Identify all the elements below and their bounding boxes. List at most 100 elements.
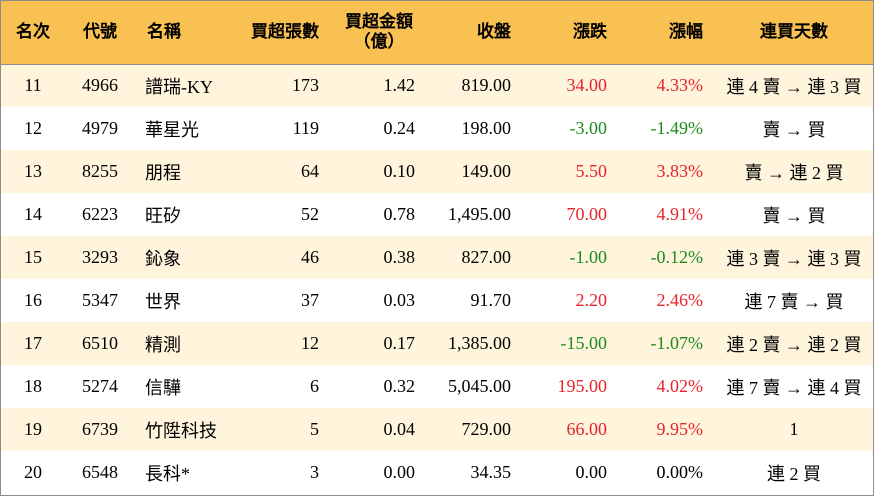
net-buy-lots-cell: 3 xyxy=(310,462,319,482)
stock-code-cell: 5347 xyxy=(82,290,118,310)
price-change-cell: 2.20 xyxy=(575,290,608,310)
table-body: 11 4966 譜瑞-KY 173 1.42 819.00 34.00 4.33… xyxy=(1,64,873,494)
net-buy-lots-cell: 6 xyxy=(310,376,319,396)
price-change-cell: -3.00 xyxy=(569,118,608,138)
stock-name-cell: 譜瑞-KY xyxy=(145,76,213,97)
rank-cell: 11 xyxy=(24,75,42,96)
change-pct-cell: 9.95% xyxy=(656,419,704,439)
consecutive-days-cell: 連 7 賣 → 連 4 買 xyxy=(726,377,862,398)
header-name: 名稱 xyxy=(135,1,235,65)
header-change-pct: 漲幅 xyxy=(619,1,715,65)
change-pct-cell: -1.07% xyxy=(650,333,704,353)
change-pct-cell: 2.46% xyxy=(656,290,704,310)
table-row: 11 4966 譜瑞-KY 173 1.42 819.00 34.00 4.33… xyxy=(1,64,873,107)
consecutive-days-cell: 賣 → 連 2 買 xyxy=(744,162,844,183)
stock-name-cell: 華星光 xyxy=(145,119,199,140)
header-consecutive-days: 連買天數 xyxy=(715,1,873,65)
change-pct-cell: -0.12% xyxy=(650,247,704,267)
consecutive-days-cell: 連 2 買 xyxy=(767,463,821,484)
price-change-cell: 195.00 xyxy=(557,376,608,396)
stock-code-cell: 6510 xyxy=(82,333,118,353)
table-row: 15 3293 鈊象 46 0.38 827.00 -1.00 -0.12% 連… xyxy=(1,236,873,279)
table-header: 名次 代號 名稱 買超張數 買超金額 （億） 收盤 漲跌 漲幅 連買天數 xyxy=(1,1,873,65)
rank-cell: 16 xyxy=(24,290,42,310)
close-price-cell: 91.70 xyxy=(470,290,512,310)
stock-name-cell: 世界 xyxy=(145,291,181,312)
net-buy-lots-cell: 119 xyxy=(292,118,319,138)
net-buy-amount-cell: 0.03 xyxy=(383,290,416,310)
price-change-cell: -1.00 xyxy=(569,247,608,267)
table-row: 17 6510 精測 12 0.17 1,385.00 -15.00 -1.07… xyxy=(1,322,873,365)
close-price-cell: 819.00 xyxy=(461,75,512,96)
stock-code-cell: 5274 xyxy=(82,376,118,396)
stock-name-cell: 竹陞科技 xyxy=(145,420,217,441)
stock-name-cell: 長科* xyxy=(145,463,190,484)
close-price-cell: 149.00 xyxy=(461,161,512,181)
stock-code-cell: 6739 xyxy=(82,419,118,439)
rank-cell: 18 xyxy=(24,376,42,396)
stock-code-cell: 4966 xyxy=(82,75,118,96)
header-net-buy-amount-line2: （億） xyxy=(353,32,405,52)
rank-cell: 12 xyxy=(24,118,42,138)
net-buy-lots-cell: 5 xyxy=(310,419,319,439)
stock-name-cell: 朋程 xyxy=(145,162,181,183)
net-buy-amount-cell: 0.04 xyxy=(383,419,416,439)
consecutive-days-cell: 連 4 賣 → 連 3 買 xyxy=(726,76,862,97)
stock-code-cell: 4979 xyxy=(82,118,118,138)
price-change-cell: 66.00 xyxy=(566,419,608,439)
price-change-cell: 34.00 xyxy=(566,75,608,96)
stock-code-cell: 3293 xyxy=(82,247,118,267)
net-buy-lots-cell: 173 xyxy=(292,75,319,96)
close-price-cell: 827.00 xyxy=(461,247,512,267)
stock-code-cell: 8255 xyxy=(82,161,118,181)
net-buy-lots-cell: 37 xyxy=(301,290,319,310)
net-buy-lots-cell: 12 xyxy=(301,333,319,353)
net-buy-lots-cell: 46 xyxy=(301,247,319,267)
rank-cell: 15 xyxy=(24,247,42,267)
close-price-cell: 5,045.00 xyxy=(448,376,511,396)
header-close: 收盤 xyxy=(427,1,523,65)
net-buy-lots-cell: 64 xyxy=(301,161,319,181)
change-pct-cell: 3.83% xyxy=(656,161,704,181)
net-buy-amount-cell: 1.42 xyxy=(383,75,416,96)
change-pct-cell: 0.00% xyxy=(656,462,704,482)
net-buy-amount-cell: 0.00 xyxy=(383,462,416,482)
consecutive-days-cell: 連 3 賣 → 連 3 買 xyxy=(726,248,862,269)
change-pct-cell: 4.02% xyxy=(656,376,704,396)
rank-cell: 19 xyxy=(24,419,42,439)
net-buy-amount-cell: 0.24 xyxy=(383,118,416,138)
close-price-cell: 198.00 xyxy=(461,118,512,138)
consecutive-days-cell: 賣 → 買 xyxy=(762,119,826,140)
stock-code-cell: 6223 xyxy=(82,204,118,224)
header-net-buy-amount: 買超金額 （億） xyxy=(331,1,427,65)
change-pct-cell: 4.33% xyxy=(656,75,704,96)
header-row: 名次 代號 名稱 買超張數 買超金額 （億） 收盤 漲跌 漲幅 連買天數 xyxy=(1,1,873,65)
consecutive-days-cell: 連 2 賣 → 連 2 買 xyxy=(726,334,862,355)
header-change: 漲跌 xyxy=(523,1,619,65)
close-price-cell: 1,495.00 xyxy=(448,204,511,224)
rank-cell: 20 xyxy=(24,462,42,482)
header-code: 代號 xyxy=(65,1,135,65)
net-buy-amount-cell: 0.78 xyxy=(383,204,416,224)
net-buy-lots-cell: 52 xyxy=(301,204,319,224)
price-change-cell: 70.00 xyxy=(566,204,608,224)
price-change-cell: 0.00 xyxy=(575,462,608,482)
stock-code-cell: 6548 xyxy=(82,462,118,482)
rank-cell: 14 xyxy=(24,204,42,224)
table-row: 16 5347 世界 37 0.03 91.70 2.20 2.46% 連 7 … xyxy=(1,279,873,322)
stock-name-cell: 信驊 xyxy=(145,377,181,398)
rank-cell: 13 xyxy=(24,161,42,181)
header-rank: 名次 xyxy=(1,1,65,65)
stock-name-cell: 旺矽 xyxy=(145,205,181,226)
table-row: 19 6739 竹陞科技 5 0.04 729.00 66.00 9.95% 1 xyxy=(1,408,873,451)
stock-name-cell: 精測 xyxy=(145,334,181,355)
close-price-cell: 34.35 xyxy=(470,462,512,482)
table-row: 20 6548 長科* 3 0.00 34.35 0.00 0.00% 連 2 … xyxy=(1,451,873,494)
header-net-buy-amount-line1: 買超金額 xyxy=(345,12,413,32)
net-buy-amount-cell: 0.38 xyxy=(383,247,416,267)
header-net-buy-lots: 買超張數 xyxy=(235,1,331,65)
net-buy-amount-cell: 0.10 xyxy=(383,161,416,181)
table-row: 14 6223 旺矽 52 0.78 1,495.00 70.00 4.91% … xyxy=(1,193,873,236)
